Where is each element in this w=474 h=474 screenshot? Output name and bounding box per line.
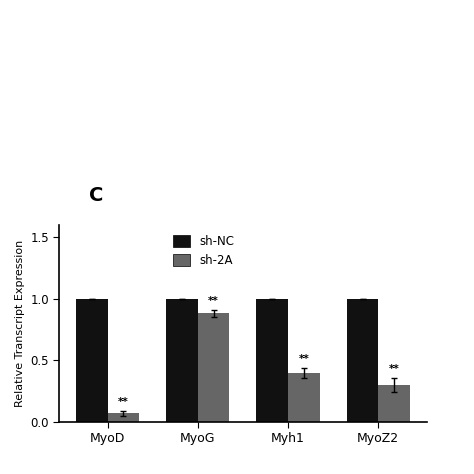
Bar	[378, 385, 410, 422]
Bar	[76, 299, 108, 422]
Text: C: C	[89, 186, 103, 205]
Bar	[288, 373, 319, 422]
Legend: sh-NC, sh-2A: sh-NC, sh-2A	[168, 231, 240, 272]
Bar	[256, 299, 288, 422]
Bar	[166, 299, 198, 422]
Bar	[198, 313, 229, 422]
Text: **: **	[299, 354, 309, 364]
Y-axis label: Relative Transcript Expression: Relative Transcript Expression	[15, 240, 25, 407]
Text: **: **	[208, 296, 219, 306]
Text: **: **	[118, 397, 129, 407]
Bar	[346, 299, 378, 422]
Text: **: **	[389, 365, 400, 374]
Bar	[108, 413, 139, 422]
